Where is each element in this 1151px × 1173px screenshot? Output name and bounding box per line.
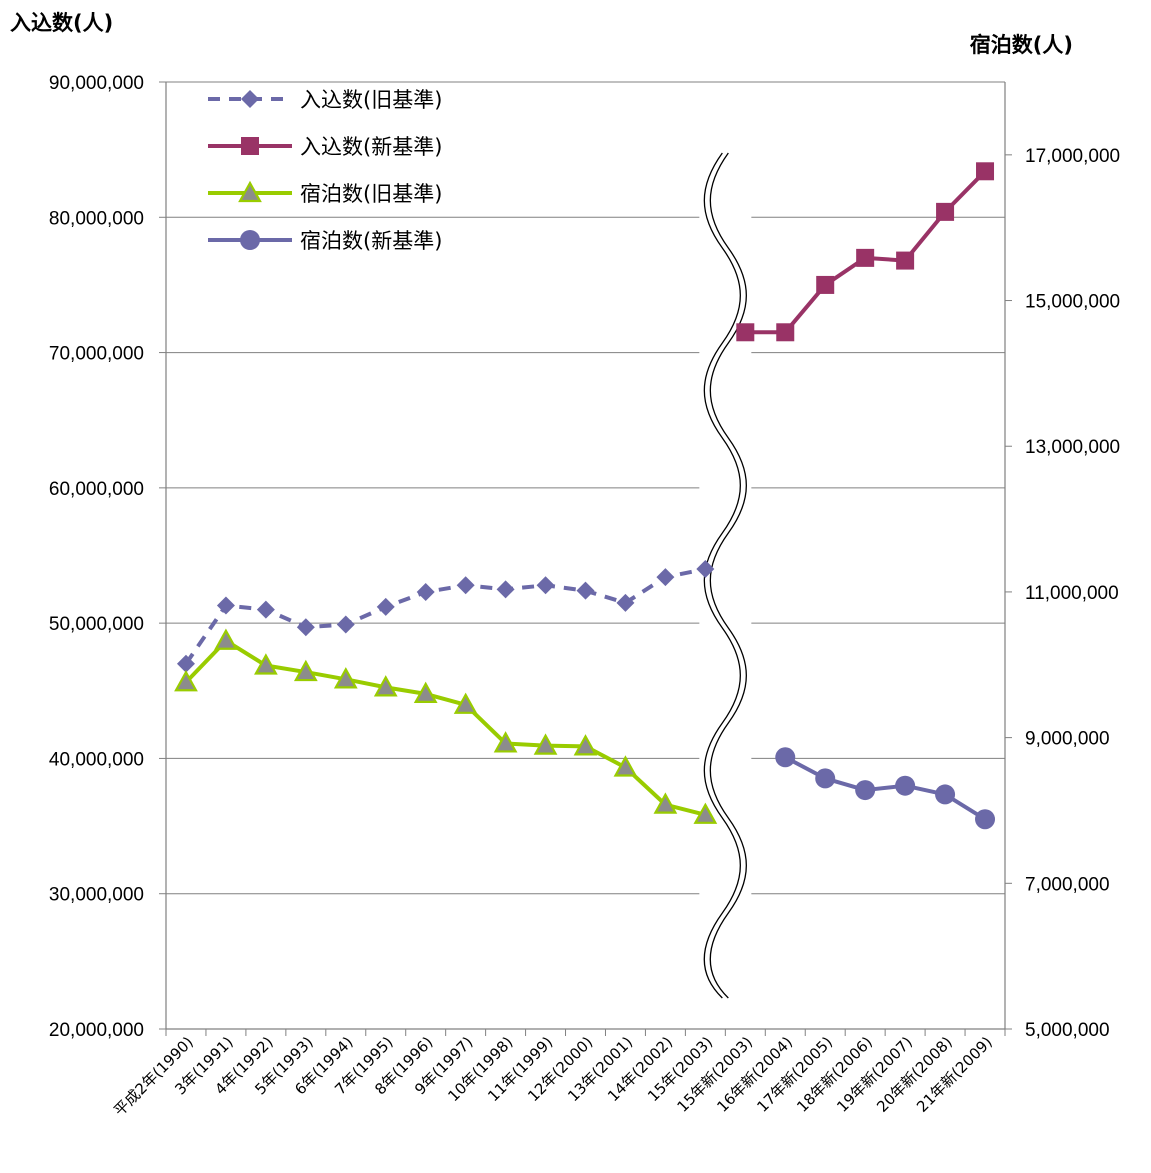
data-point [656,568,675,587]
data-point [935,784,956,805]
left-tick-label: 30,000,000 [49,885,144,906]
data-point [573,734,598,756]
data-point [456,576,475,595]
left-tick-label: 90,000,000 [49,73,144,94]
legend-marker [241,90,259,108]
right-tick-label: 11,000,000 [1025,583,1119,604]
data-point [216,596,235,615]
left-tick-label: 70,000,000 [49,344,144,365]
left-tick-label: 40,000,000 [49,749,144,770]
axis-break-line [709,152,747,999]
left-tick-label: 80,000,000 [49,208,144,229]
data-point [336,615,355,634]
data-point [693,802,718,824]
data-point [493,731,518,753]
left-tick-label: 60,000,000 [49,479,144,500]
series-line-1 [184,567,706,665]
legend-marker [241,137,259,155]
data-point [576,581,595,600]
data-point [815,768,836,789]
data-point [533,733,558,755]
axis-break-line [703,152,741,999]
data-point [776,323,795,342]
right-tick-label: 17,000,000 [1025,146,1120,167]
left-tick-label: 20,000,000 [49,1020,144,1041]
data-point [333,667,358,689]
data-point [895,775,916,796]
right-tick-label: 15,000,000 [1025,292,1120,313]
data-point [293,659,318,682]
right-tick-label: 7,000,000 [1025,874,1110,895]
legend-marker [238,180,262,203]
data-point [376,597,395,616]
data-point [536,576,555,595]
legend-marker [240,230,260,250]
left-tick-label: 50,000,000 [49,614,144,635]
data-point [613,755,638,777]
legend-label: 宿泊数(旧基準) [300,182,442,206]
data-point [416,583,435,602]
data-point [616,593,635,612]
data-point [855,780,876,801]
data-point [975,809,996,830]
data-point [256,600,275,619]
data-point [936,202,955,221]
right-axis-title: 宿泊数(人) [970,33,1073,57]
legend-label: 入込数(旧基準) [300,88,442,112]
data-point [856,248,875,267]
data-point [736,323,755,342]
legend-label: 入込数(新基準) [300,135,442,159]
left-axis-title: 入込数(人) [10,11,113,35]
data-point [976,162,995,181]
right-tick-label: 9,000,000 [1025,729,1110,750]
data-point [653,792,678,814]
data-point [176,654,195,673]
data-point [413,681,438,704]
right-tick-label: 5,000,000 [1025,1020,1110,1041]
data-point [496,580,515,599]
data-point [296,618,315,637]
legend-label: 宿泊数(新基準) [300,229,442,253]
data-point [373,675,398,697]
right-tick-label: 13,000,000 [1025,437,1120,458]
data-point [896,251,915,270]
data-point [214,628,238,650]
data-point [775,747,796,768]
data-point [453,692,478,714]
data-point [816,275,835,294]
data-point [174,669,198,692]
data-point [696,560,715,579]
series-line-4 [784,755,987,821]
data-point [254,653,278,675]
